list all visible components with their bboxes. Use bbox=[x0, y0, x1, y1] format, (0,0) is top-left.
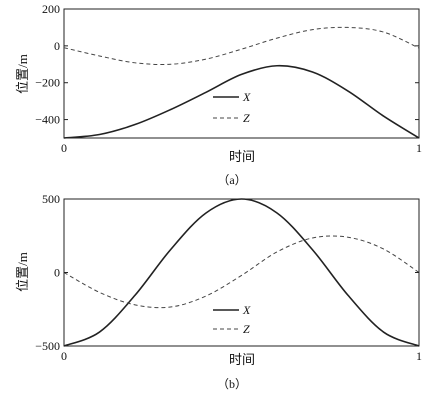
curves-a bbox=[63, 26, 420, 139]
plot-frame-b bbox=[63, 198, 420, 347]
y-tick-label-b-0: 500 bbox=[42, 192, 60, 206]
legend-a: X Z bbox=[213, 90, 251, 125]
caption-a: （a） bbox=[217, 173, 246, 187]
legend-label-x-b: X bbox=[242, 303, 251, 317]
y-tick-label-a-3: −400 bbox=[35, 113, 60, 127]
y-tick-label-b-1: 0 bbox=[54, 266, 60, 280]
legend-label-z-a: Z bbox=[243, 111, 250, 125]
y-ticks-a: 200 0 −200 −400 bbox=[35, 2, 419, 127]
x-tick-label-b-0: 0 bbox=[61, 349, 67, 363]
legend-label-z-b: Z bbox=[243, 322, 250, 336]
caption-b: （b） bbox=[217, 377, 247, 391]
y-axis-label-a: 位置/m bbox=[15, 54, 30, 94]
series-line-x-b bbox=[63, 198, 420, 347]
series-line-z-a bbox=[63, 26, 420, 66]
x-tick-label-b-1: 1 bbox=[416, 349, 422, 363]
series-line-x-a bbox=[63, 64, 420, 139]
series-line-z-b bbox=[63, 235, 420, 309]
curves-b bbox=[63, 198, 420, 347]
y-tick-label-a-0: 200 bbox=[42, 2, 60, 16]
y-axis-label-b: 位置/m bbox=[15, 252, 30, 292]
x-axis-label-a: 时间 bbox=[229, 149, 255, 164]
plot-frame-a bbox=[63, 8, 420, 139]
y-tick-label-b-2: −500 bbox=[35, 339, 60, 353]
legend-b: X Z bbox=[213, 303, 251, 336]
legend-label-x-a: X bbox=[242, 90, 251, 104]
y-tick-label-a-2: −200 bbox=[35, 76, 60, 90]
y-ticks-b: 500 0 −500 bbox=[35, 192, 419, 353]
x-axis-label-b: 时间 bbox=[229, 352, 255, 367]
x-tick-label-a-0: 0 bbox=[61, 141, 67, 155]
y-tick-label-a-1: 0 bbox=[54, 39, 60, 53]
x-tick-label-a-1: 1 bbox=[416, 141, 422, 155]
